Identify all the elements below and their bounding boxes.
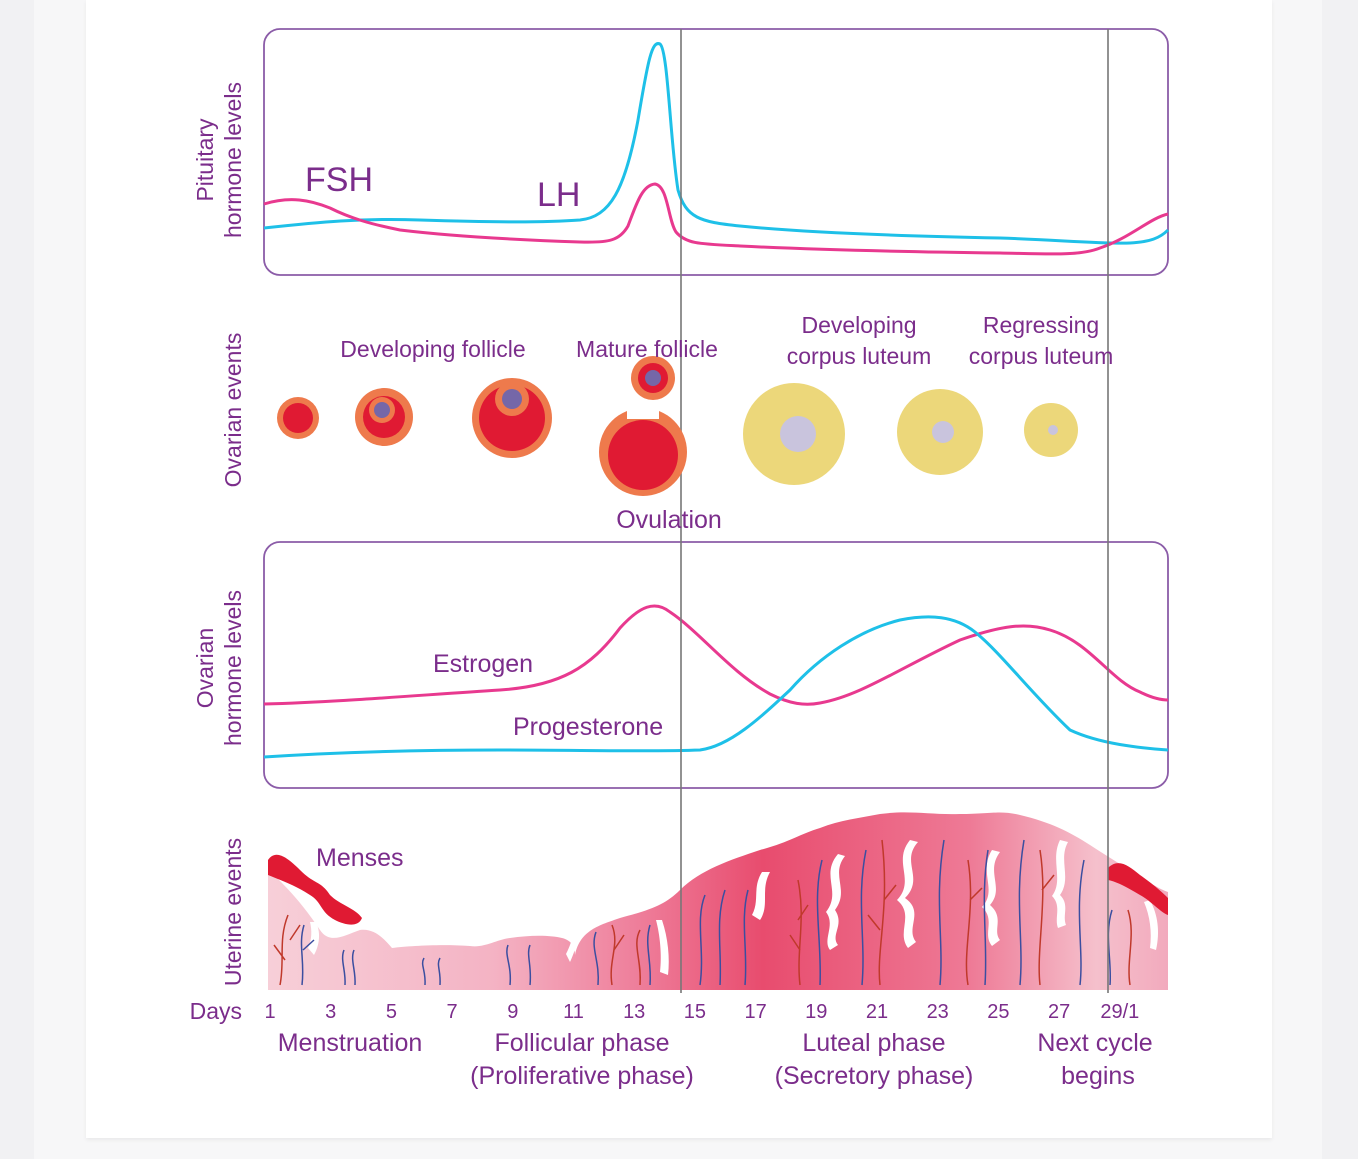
developing-corpus-luteum-label-line1: Developing (801, 312, 916, 338)
uterine-lining (268, 812, 1168, 990)
luteal-phase-label-line2: (Secretory phase) (775, 1062, 974, 1090)
day-tick-25: 25 (987, 1001, 1009, 1023)
follicular-phase-label-line2: (Proliferative phase) (470, 1062, 694, 1090)
day-tick-19: 19 (805, 1001, 827, 1023)
luteal-phase-label-line1: Luteal phase (802, 1029, 945, 1057)
primary-follicle (355, 388, 413, 446)
follicular-phase-label-line1: Follicular phase (494, 1029, 669, 1057)
next-cycle-label-line1: Next cycle (1037, 1029, 1152, 1057)
pituitary-axis-label-line2: hormone levels (220, 82, 246, 238)
ovarian-hormone-axis-label-line2: hormone levels (220, 590, 246, 746)
uterine-events-axis-label: Uterine events (220, 838, 246, 986)
developing-follicle-label: Developing follicle (340, 336, 525, 362)
mature-follicle-label: Mature follicle (576, 336, 718, 362)
day-tick-21: 21 (866, 1001, 888, 1023)
progesterone-curve (264, 617, 1168, 757)
day-tick-11: 11 (563, 1001, 584, 1023)
day-tick-9: 9 (507, 1001, 518, 1023)
day-tick-5: 5 (386, 1001, 397, 1023)
lh-curve (264, 44, 1168, 244)
day-tick-13: 13 (623, 1001, 645, 1023)
day-tick-labels: 1 3 5 7 9 11 13 15 17 19 21 23 25 27 29/1 (264, 1001, 1139, 1023)
fsh-label: FSH (305, 161, 373, 199)
estrogen-label: Estrogen (433, 650, 533, 678)
day-tick-1: 1 (264, 1001, 275, 1023)
pituitary-axis-label-line1: Pituitary (192, 118, 218, 202)
progesterone-label: Progesterone (513, 713, 663, 741)
day-tick-17: 17 (744, 1001, 766, 1023)
day-tick-29-1: 29/1 (1100, 1001, 1139, 1023)
mature-follicle (599, 356, 687, 496)
figure-container: Pituitary hormone levels Ovarian events … (86, 0, 1272, 1138)
lh-label: LH (537, 176, 580, 214)
next-cycle-label-line2: begins (1061, 1062, 1135, 1090)
day-tick-23: 23 (927, 1001, 949, 1023)
developing-corpus-luteum-label-line2: corpus luteum (787, 343, 931, 369)
day-tick-7: 7 (447, 1001, 458, 1023)
regressing-corpus-luteum (1024, 403, 1078, 457)
regressing-corpus-luteum-label-line2: corpus luteum (969, 343, 1113, 369)
day-tick-15: 15 (684, 1001, 706, 1023)
ovarian-events-axis-label: Ovarian events (220, 333, 246, 488)
developing-corpus-luteum (743, 383, 845, 485)
secondary-follicle (472, 378, 552, 458)
menstrual-cycle-diagram: Pituitary hormone levels Ovarian events … (86, 0, 1272, 1138)
menses-label: Menses (316, 844, 404, 872)
menstruation-phase-label: Menstruation (278, 1029, 423, 1057)
day-tick-3: 3 (325, 1001, 336, 1023)
regressing-corpus-luteum-label-line1: Regressing (983, 312, 1099, 338)
primordial-follicle (277, 397, 319, 439)
day-tick-27: 27 (1048, 1001, 1070, 1023)
mature-corpus-luteum (897, 389, 983, 475)
ovulation-label: Ovulation (616, 506, 722, 534)
days-label: Days (190, 998, 242, 1024)
ovarian-hormone-axis-label-line1: Ovarian (192, 628, 218, 709)
